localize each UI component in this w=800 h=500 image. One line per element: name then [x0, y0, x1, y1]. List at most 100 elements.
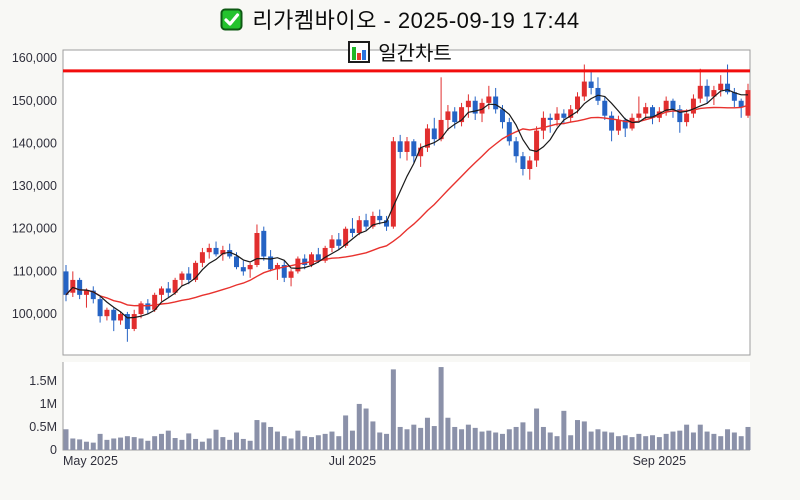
candle-body	[636, 113, 642, 118]
candle-body	[629, 117, 635, 129]
volume-bar	[609, 432, 615, 450]
candle-body	[486, 96, 492, 103]
volume-bar	[349, 430, 355, 450]
volume-bar	[554, 436, 560, 450]
volume-bar	[684, 424, 690, 450]
candle-body	[158, 288, 164, 295]
candle-body	[206, 247, 212, 253]
volume-bar	[281, 436, 287, 450]
candle-body	[711, 90, 717, 97]
volume-bar	[452, 426, 458, 450]
candle-body	[172, 279, 178, 293]
volume-bar	[472, 427, 478, 450]
candle-body	[390, 141, 396, 227]
candle-body	[581, 81, 587, 97]
volume-bar	[718, 436, 724, 450]
candle-body	[302, 258, 308, 265]
candle-body	[288, 271, 294, 278]
volume-bar	[745, 426, 751, 450]
volume-tick-label: 0.5M	[29, 420, 57, 434]
candle-body	[70, 279, 76, 293]
candle-body	[534, 130, 540, 161]
volume-bar	[363, 408, 369, 450]
candle-body	[595, 87, 601, 101]
volume-bar	[697, 424, 703, 450]
volume-bar	[227, 439, 233, 450]
volume-bar	[172, 438, 178, 450]
candle-body	[650, 107, 656, 118]
volume-bar	[493, 432, 499, 450]
volume-bar	[424, 417, 430, 450]
volume-bar	[643, 436, 649, 450]
candle-body	[145, 303, 151, 310]
candle-body	[540, 117, 546, 131]
candle-body	[506, 122, 512, 142]
price-tick-label: 110,000	[13, 264, 57, 278]
candle-body	[411, 141, 417, 157]
volume-bar	[220, 437, 226, 450]
volume-bar	[247, 440, 253, 450]
volume-bar	[506, 429, 512, 450]
candle-body	[663, 100, 669, 112]
candle-body	[315, 254, 321, 261]
volume-bar	[575, 420, 580, 450]
candle-body	[670, 100, 676, 110]
volume-bar	[131, 437, 137, 450]
candle-body	[609, 115, 615, 131]
volume-bar	[595, 429, 601, 450]
price-tick-label: 150,000	[12, 94, 57, 108]
volume-bar	[254, 420, 260, 450]
volume-bar	[90, 442, 96, 450]
volume-bar	[390, 369, 396, 450]
volume-bar	[404, 429, 410, 450]
volume-tick-label: 1.5M	[29, 374, 57, 388]
volume-bar	[377, 432, 383, 450]
volume-bar	[356, 403, 362, 450]
candle-body	[547, 117, 553, 120]
volume-bar	[602, 431, 608, 450]
candle-body	[118, 314, 124, 321]
volume-bar	[97, 433, 103, 450]
candle-body	[684, 113, 690, 123]
candle-body	[193, 262, 199, 280]
volume-bar	[499, 433, 505, 450]
candle-body	[677, 109, 683, 123]
candle-body	[309, 254, 315, 265]
volume-bar	[663, 433, 669, 450]
volume-bar	[261, 422, 267, 450]
volume-bar	[77, 439, 83, 450]
volume-bar	[411, 424, 417, 450]
volume-bar	[193, 438, 199, 450]
candle-body	[424, 128, 430, 148]
candle-body	[697, 85, 703, 99]
candle-body	[731, 92, 737, 101]
volume-bar	[636, 433, 642, 450]
candle-body	[63, 271, 69, 295]
volume-bar	[397, 426, 403, 450]
volume-bar	[145, 440, 151, 450]
candle-body	[575, 96, 580, 110]
volume-bar	[418, 427, 424, 450]
candle-body	[349, 228, 355, 233]
volume-bar	[336, 436, 342, 450]
volume-bar	[274, 431, 280, 450]
volume-bar	[711, 433, 717, 450]
price-tick-label: 120,000	[12, 222, 57, 236]
volume-bar	[213, 429, 219, 450]
candle-body	[479, 102, 485, 114]
volume-bar	[152, 436, 158, 450]
volume-bar	[431, 426, 437, 450]
candle-body	[295, 258, 301, 272]
candle-body	[254, 233, 260, 265]
candle-body	[493, 96, 499, 110]
volume-bar	[104, 439, 110, 450]
candle-body	[472, 100, 478, 114]
candle-body	[465, 100, 471, 108]
candle-body	[622, 119, 628, 129]
candle-body	[336, 239, 342, 246]
date-tick-label: Jul 2025	[329, 454, 376, 468]
candle-body	[397, 141, 403, 152]
volume-bar	[206, 438, 212, 450]
volume-bar	[83, 441, 89, 450]
candle-body	[234, 256, 239, 268]
